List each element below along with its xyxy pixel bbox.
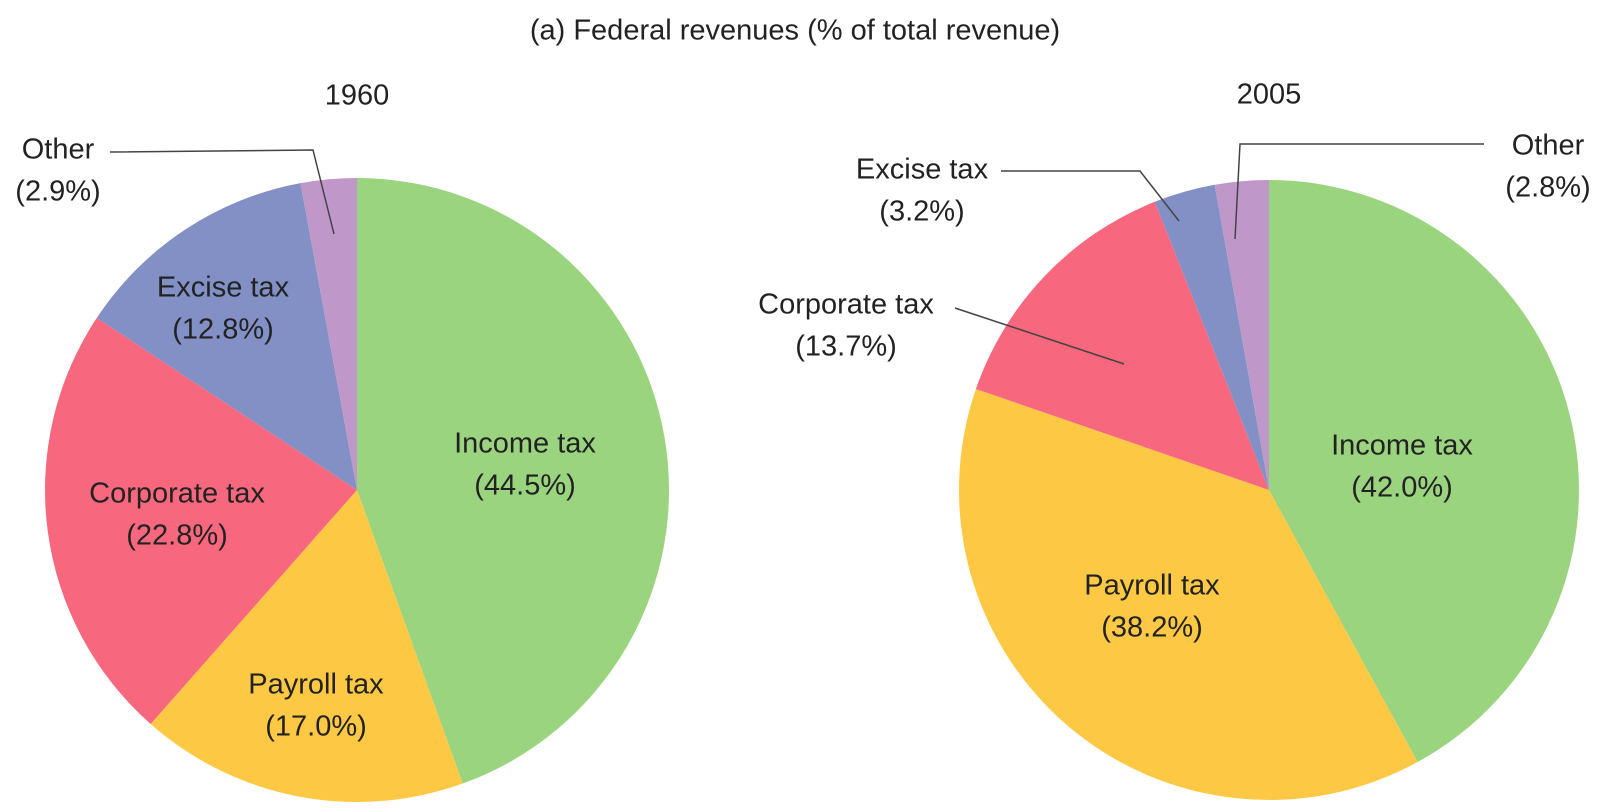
slice-value-label: (17.0%) [265,711,367,743]
leader-line [109,149,335,235]
slice-label: Corporate tax [758,289,934,321]
slice-label: Excise tax [856,154,989,186]
slice-value-label: (3.2%) [879,196,964,228]
pie-slice [44,317,358,725]
slice-value-label: (22.8%) [126,520,228,552]
pie-slice [959,389,1418,800]
chart-subtitle: 2005 [1237,79,1302,111]
slice-label: Payroll tax [248,669,384,701]
slice-label: Other [22,134,95,166]
slice-label: Excise tax [157,272,290,304]
slice-value-label: (38.2%) [1101,612,1203,644]
slice-value-label: (44.5%) [474,470,576,502]
slice-value-label: (2.9%) [15,176,100,208]
slice-label: Corporate tax [89,478,265,510]
leader-line [1001,170,1180,222]
pie-slice [150,490,463,802]
pie-slice [357,178,669,784]
pie-slice [1269,180,1579,763]
pie-slice [300,178,357,490]
pie-slice [1154,184,1269,490]
chart-subtitle: 1960 [325,80,390,112]
leader-line [1234,143,1484,240]
slice-value-label: (12.8%) [172,314,274,346]
slice-value-label: (2.8%) [1505,172,1590,204]
slice-label: Other [1512,130,1585,162]
slice-value-label: (13.7%) [795,331,897,363]
pie-slice [1214,180,1269,490]
leader-line [954,307,1125,365]
slice-label: Income tax [454,428,596,460]
slice-value-label: (42.0%) [1351,472,1453,504]
chart-title: (a) Federal revenues (% of total revenue… [530,15,1060,47]
slice-label: Payroll tax [1084,570,1220,602]
pie-slice [975,201,1269,490]
slice-label: Income tax [1331,430,1473,462]
pie-slice [96,183,358,490]
